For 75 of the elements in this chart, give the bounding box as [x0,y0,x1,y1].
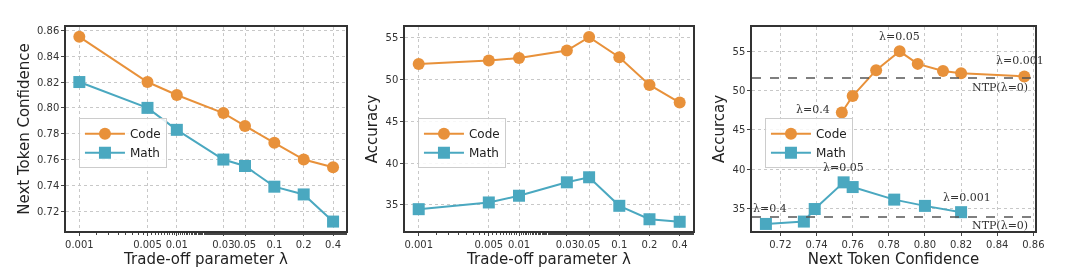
x-tick-label: 0.76 [841,238,864,250]
y-tick-label: 55 [732,45,746,57]
point [888,193,901,206]
annotation: λ=0.001 [943,191,991,204]
x-axis-title: Trade-off parameter λ [123,249,289,268]
x-tick-label: 0.01 [507,238,531,250]
y-tick-label: 0.76 [36,154,60,166]
annotation: λ=0.4 [796,103,830,116]
y-tick-label: 45 [732,124,746,136]
x-tick-label: 0.84 [986,238,1009,250]
x-tick-label: 0.82 [949,238,973,250]
x-tick-label: 0.1 [266,238,283,250]
x-tick-label: 0.03 [555,238,578,250]
annotation: λ=0.05 [823,161,864,174]
y-tick-label: 55 [385,31,399,43]
point [759,217,772,230]
y-axis-title: Accurcay [710,94,729,164]
y-axis-title: Accuracy [363,94,382,164]
annotation: λ=0.4 [753,202,787,215]
x-tick-label: 0.001 [404,238,434,250]
y-tick-label: 0.82 [36,76,60,88]
x-tick-label: 0.1 [611,238,628,250]
x-tick-label: 0.86 [1022,238,1045,250]
x-tick-label: 0.001 [65,238,94,250]
point [846,90,859,103]
annotation: NTP(λ=0) [972,81,1029,94]
x-tick-label: 0.80 [913,238,937,250]
legend-label: Math [129,146,160,161]
point [918,199,931,212]
y-tick-label: 0.84 [36,50,60,62]
x-tick-label: 0.78 [877,238,900,250]
y-tick-label: 45 [385,115,399,127]
y-tick-label: 0.78 [36,128,60,140]
legend-label: Math [468,146,499,161]
y-tick-label: 0.72 [36,205,60,217]
y-tick-label: 40 [385,157,399,169]
point [797,215,810,228]
annotation: NTP(λ=0) [972,219,1029,232]
point [870,64,883,77]
legend-label: Code [815,127,847,142]
x-tick-label: 0.005 [133,238,162,250]
y-tick-label: 40 [732,163,746,175]
point [937,64,950,77]
y-tick-label: 50 [732,85,746,97]
x-tick-label: 0.03 [212,238,235,250]
x-tick-label: 0.05 [233,238,257,250]
y-tick-label: 0.74 [36,179,60,191]
x-tick-label: 0.005 [474,238,504,250]
y-tick-label: 0.86 [36,24,60,36]
x-axis-title: Next Token Confidence [807,249,980,268]
point [911,57,924,70]
x-tick-label: 0.72 [769,238,792,250]
point [835,106,848,119]
y-tick-label: 50 [385,73,399,85]
y-tick-label: 35 [385,199,399,211]
point [893,45,906,58]
point [955,67,968,80]
y-tick-label: 0.80 [36,102,60,114]
x-tick-label: 0.01 [165,238,188,250]
point [846,181,859,194]
point [808,203,821,216]
x-axis-title: Trade-off parameter λ [466,249,632,268]
x-tick-label: 0.2 [641,238,658,250]
x-tick-label: 0.4 [671,238,688,250]
x-tick-label: 0.4 [325,238,342,250]
y-axis-title: Next Token Confidence [14,43,33,215]
legend-label: Code [468,127,500,142]
x-tick-label: 0.05 [577,238,601,250]
annotation: λ=0.05 [879,30,920,43]
x-tick-label: 0.74 [805,238,828,250]
legend-label: Code [129,127,161,142]
legend-label: Math [815,146,846,161]
y-tick-label: 35 [732,202,746,214]
point [955,206,968,219]
x-tick-label: 0.2 [295,238,312,250]
